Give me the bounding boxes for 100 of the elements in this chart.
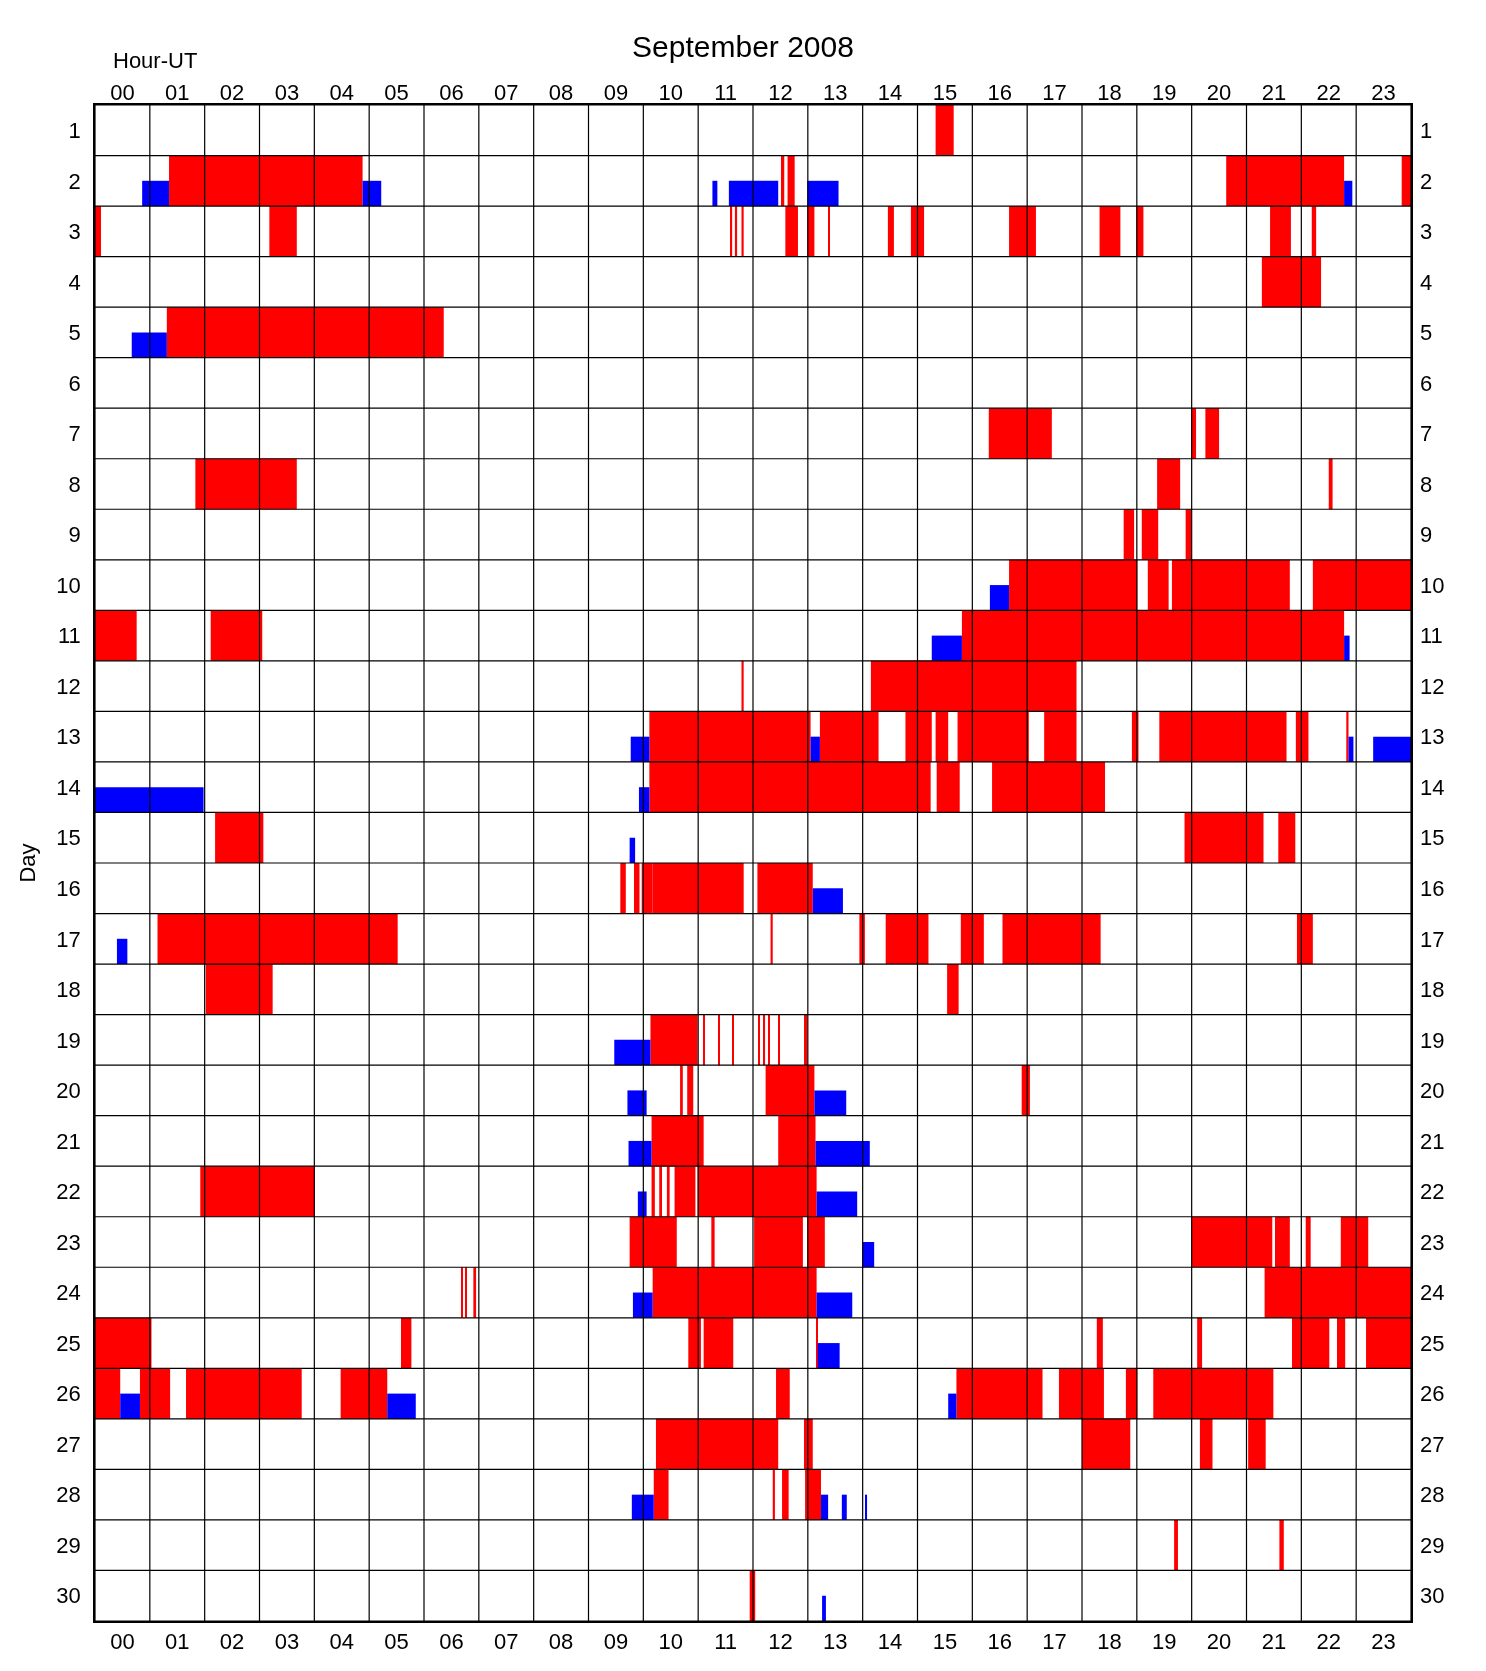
bar bbox=[1159, 711, 1287, 762]
bar bbox=[1279, 1519, 1284, 1571]
bar bbox=[1373, 736, 1411, 762]
category-label: 14 bbox=[56, 774, 81, 800]
x-tick-label: 16 bbox=[987, 79, 1012, 105]
y-tick-label: 28 bbox=[1420, 1482, 1445, 1508]
category-label: 21 bbox=[56, 1128, 81, 1154]
bar bbox=[1002, 913, 1101, 965]
x2-tick-label: 00 bbox=[110, 1629, 135, 1655]
bar bbox=[1205, 408, 1220, 459]
bar bbox=[95, 787, 204, 813]
y-tick-label: 13 bbox=[1420, 724, 1445, 750]
x-tick-label: 00 bbox=[110, 79, 135, 105]
x2-tick-label: 08 bbox=[548, 1629, 574, 1655]
bar bbox=[195, 458, 297, 510]
bar bbox=[620, 863, 626, 914]
y-tick-label: 6 bbox=[1420, 370, 1433, 396]
bar bbox=[816, 1191, 858, 1217]
y-tick-label: 9 bbox=[1420, 522, 1433, 548]
chart-title: September 2008 bbox=[632, 30, 854, 63]
x-tick-label: 18 bbox=[1097, 79, 1122, 105]
bar bbox=[340, 1368, 388, 1419]
x2-tick-label: 14 bbox=[877, 1629, 903, 1655]
bar bbox=[816, 1292, 853, 1318]
x2-tick-label: 15 bbox=[932, 1629, 958, 1655]
bar bbox=[862, 1242, 875, 1268]
y-tick-label: 11 bbox=[1420, 623, 1443, 649]
bar bbox=[215, 812, 264, 863]
bar bbox=[776, 1368, 790, 1419]
category-label: 13 bbox=[56, 724, 81, 750]
bar bbox=[807, 180, 839, 207]
bar bbox=[632, 1292, 653, 1318]
x-tick-label: 10 bbox=[658, 79, 683, 105]
bar bbox=[989, 585, 1010, 611]
bar bbox=[1348, 736, 1354, 762]
y-tick-label: 10 bbox=[1420, 572, 1445, 598]
category-label: 22 bbox=[56, 1179, 81, 1205]
x-tick-label: 02 bbox=[219, 79, 245, 105]
x-tick-label: 03 bbox=[274, 79, 300, 105]
category-label: 10 bbox=[56, 572, 81, 598]
bar bbox=[95, 610, 137, 661]
category-label: 25 bbox=[56, 1330, 81, 1356]
bar bbox=[814, 1090, 847, 1116]
y-tick-label: 22 bbox=[1420, 1179, 1445, 1205]
bar bbox=[269, 206, 297, 257]
x-tick-label: 12 bbox=[768, 79, 793, 105]
bar bbox=[1328, 458, 1333, 510]
bar bbox=[131, 332, 167, 358]
bar bbox=[988, 408, 1052, 459]
category-label: 9 bbox=[68, 522, 81, 548]
y-tick-label: 14 bbox=[1420, 774, 1445, 800]
y-tick-label: 19 bbox=[1420, 1027, 1445, 1053]
category-label: 18 bbox=[56, 977, 81, 1003]
category-label: 19 bbox=[56, 1027, 81, 1053]
x-tick-label: 15 bbox=[932, 79, 958, 105]
category-label: 29 bbox=[56, 1532, 81, 1558]
bar bbox=[1344, 180, 1353, 207]
x-tick-label: 01 bbox=[165, 79, 190, 105]
bar bbox=[210, 610, 263, 661]
bar bbox=[142, 180, 170, 207]
x-tick-label: 04 bbox=[329, 79, 354, 105]
bar bbox=[1082, 1418, 1131, 1470]
category-label: 5 bbox=[68, 320, 81, 346]
x-tick-label: 21 bbox=[1261, 79, 1287, 105]
category-label: 6 bbox=[68, 370, 81, 396]
x2-tick-label: 23 bbox=[1371, 1629, 1396, 1655]
y-tick-label: 27 bbox=[1420, 1431, 1445, 1457]
bar bbox=[637, 1191, 647, 1217]
y-tick-label: 5 bbox=[1420, 320, 1433, 346]
category-label: 7 bbox=[68, 421, 81, 447]
bar bbox=[741, 206, 744, 257]
bar bbox=[956, 1368, 1043, 1419]
y-tick-label: 21 bbox=[1420, 1128, 1445, 1154]
bar bbox=[473, 1267, 477, 1318]
x2-tick-label: 21 bbox=[1261, 1629, 1287, 1655]
x2-tick-label: 02 bbox=[219, 1629, 245, 1655]
y-tick-label: 23 bbox=[1420, 1229, 1445, 1255]
x-tick-label: 23 bbox=[1371, 79, 1396, 105]
x2-tick-label: 06 bbox=[439, 1629, 464, 1655]
bar bbox=[931, 635, 962, 661]
bar bbox=[628, 1140, 652, 1167]
x-tick-label: 05 bbox=[384, 79, 409, 105]
x-tick-label: 13 bbox=[823, 79, 848, 105]
bar bbox=[1099, 206, 1121, 257]
bar bbox=[887, 206, 894, 257]
bar bbox=[1174, 1519, 1178, 1571]
bar bbox=[885, 913, 929, 965]
bar bbox=[763, 1014, 766, 1066]
x-tick-label: 20 bbox=[1206, 79, 1232, 105]
y-tick-label: 17 bbox=[1420, 926, 1445, 952]
x2-tick-label: 12 bbox=[768, 1629, 793, 1655]
x-tick-label: 14 bbox=[877, 79, 903, 105]
x-axis-title: Hour-UT bbox=[113, 48, 198, 73]
bar bbox=[992, 761, 1106, 813]
bar bbox=[1184, 812, 1264, 863]
y-tick-label: 3 bbox=[1420, 219, 1433, 245]
bar bbox=[812, 888, 843, 914]
category-label: 26 bbox=[56, 1381, 81, 1407]
y-tick-label: 7 bbox=[1420, 421, 1433, 447]
y-tick-label: 2 bbox=[1420, 168, 1433, 194]
